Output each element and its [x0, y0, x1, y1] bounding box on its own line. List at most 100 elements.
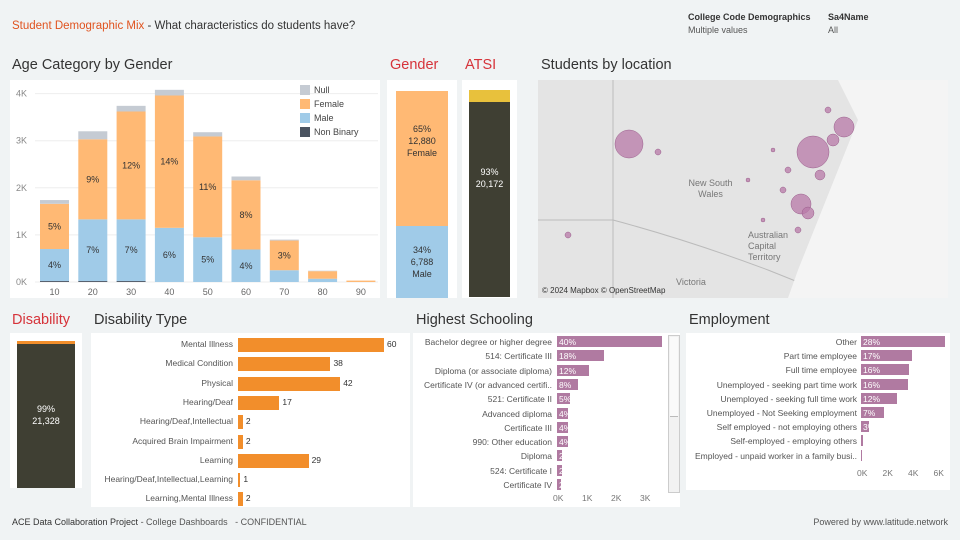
bar-male[interactable]: [193, 237, 223, 282]
bar[interactable]: [557, 378, 578, 390]
dashboard-title: Student Demographic Mix: [12, 20, 145, 32]
atsi-bar[interactable]: 93% 20,172: [469, 102, 510, 297]
disability-yes-bar[interactable]: [17, 341, 75, 344]
bar[interactable]: [238, 357, 331, 372]
bar[interactable]: [238, 453, 309, 468]
legend-label[interactable]: Male: [314, 113, 334, 123]
bar-male[interactable]: [308, 278, 338, 282]
disability-no-bar[interactable]: 99% 21,328: [17, 344, 75, 488]
schooling-scrollbar[interactable]: [668, 335, 680, 493]
bar[interactable]: [861, 364, 909, 376]
bar-male[interactable]: [231, 249, 261, 282]
bar-label: 5%: [201, 255, 214, 265]
bar-value-label: 18%: [559, 351, 577, 362]
bar-male[interactable]: [40, 249, 69, 282]
bar-non-binary[interactable]: [116, 281, 146, 282]
bar-female[interactable]: [308, 271, 338, 279]
bar[interactable]: [557, 450, 563, 462]
students-map[interactable]: New South Wales Australian Capital Terri…: [538, 80, 948, 298]
bar[interactable]: [238, 473, 241, 488]
bar[interactable]: [861, 392, 897, 404]
legend-label[interactable]: Female: [314, 99, 344, 109]
bar[interactable]: [557, 421, 568, 433]
bar[interactable]: [557, 364, 589, 376]
bar[interactable]: [861, 350, 912, 362]
bar-category-label: Unemployed - seeking full time work: [720, 393, 857, 404]
legend-label[interactable]: Null: [314, 85, 330, 95]
bar[interactable]: [238, 376, 341, 391]
bar-female[interactable]: [154, 95, 184, 228]
x-tick-label: 20: [88, 287, 98, 297]
bar-value-label: 16%: [863, 379, 881, 390]
bar-value-label: 8%: [559, 379, 572, 390]
bar-label: 3%: [278, 250, 291, 260]
bar-female[interactable]: [78, 139, 108, 220]
bar-non-binary[interactable]: [40, 281, 69, 282]
bar[interactable]: [238, 338, 384, 352]
y-tick-label: 1K: [16, 230, 27, 240]
bar-female[interactable]: [193, 136, 223, 238]
bar-null[interactable]: [116, 105, 146, 112]
bar-null[interactable]: [193, 132, 223, 137]
bar-null[interactable]: [40, 200, 69, 204]
bar[interactable]: [557, 436, 568, 448]
bar[interactable]: [238, 415, 243, 430]
female-count: 12,880: [408, 136, 436, 146]
bar[interactable]: [861, 421, 870, 433]
bar-female[interactable]: [269, 240, 299, 271]
bar-null[interactable]: [78, 131, 108, 140]
bar-female[interactable]: [116, 111, 146, 220]
bar-value-label: 16%: [863, 365, 881, 376]
filter-sa4name[interactable]: Sa4Name All: [828, 12, 869, 35]
scrollbar-thumb[interactable]: [670, 337, 678, 417]
bar-male[interactable]: [78, 219, 108, 282]
bar[interactable]: [238, 434, 243, 449]
bar[interactable]: [557, 336, 662, 347]
bar[interactable]: [557, 350, 605, 362]
bar-female[interactable]: [40, 203, 69, 250]
bar-null[interactable]: [154, 89, 184, 96]
map-attribution[interactable]: © 2024 Mapbox © OpenStreetMap: [542, 286, 666, 295]
bar[interactable]: [238, 492, 243, 507]
bar-value-label: 7%: [863, 408, 876, 418]
bar-male[interactable]: [154, 227, 184, 282]
bar-value-label: 4%: [559, 422, 568, 433]
bar-null[interactable]: [231, 176, 261, 181]
female-pct: 65%: [412, 124, 431, 134]
header: Student Demographic Mix - What character…: [12, 20, 355, 32]
male-label: Male: [412, 269, 432, 279]
bar-category-label: Hearing/Deaf,Intellectual,Learning: [104, 474, 233, 485]
bar[interactable]: [861, 449, 862, 461]
legend-swatch: [300, 113, 310, 123]
bar-male[interactable]: [269, 270, 299, 282]
bar[interactable]: [557, 407, 568, 419]
bar[interactable]: [861, 378, 908, 390]
bar-category-label: Other: [835, 337, 857, 347]
bar[interactable]: [861, 336, 945, 347]
female-bar[interactable]: 65% 12,880 Female: [396, 91, 448, 226]
bar-null[interactable]: [269, 239, 299, 241]
filter-college-code[interactable]: College Code Demographics Multiple value…: [688, 12, 811, 35]
male-bar[interactable]: 34% 6,788 Male: [396, 226, 448, 298]
bar-category-label: Self-employed - employing others: [730, 436, 857, 447]
atsi-other-bar[interactable]: [469, 90, 510, 102]
bar-label: 8%: [239, 210, 252, 220]
bar[interactable]: [238, 395, 280, 410]
bar-female[interactable]: [231, 180, 261, 250]
bar-category-label: Certificate IV: [503, 480, 552, 490]
bar-female[interactable]: [346, 280, 376, 282]
bar-male[interactable]: [116, 219, 146, 282]
schooling-title: Highest Schooling: [416, 312, 533, 328]
bar-non-binary[interactable]: [78, 281, 108, 282]
bar[interactable]: [557, 393, 571, 405]
bar-value-label: 40%: [559, 337, 577, 347]
bar[interactable]: [557, 479, 561, 490]
bar-label: 7%: [86, 245, 99, 255]
bar[interactable]: [861, 407, 884, 418]
x-tick-label: 40: [164, 287, 174, 297]
legend-label[interactable]: Non Binary: [314, 127, 359, 137]
powered-by-link[interactable]: Powered by www.latitude.network: [813, 517, 948, 527]
bar-value-label: 29: [311, 454, 322, 465]
bar[interactable]: [557, 464, 563, 476]
bar[interactable]: [861, 435, 863, 447]
